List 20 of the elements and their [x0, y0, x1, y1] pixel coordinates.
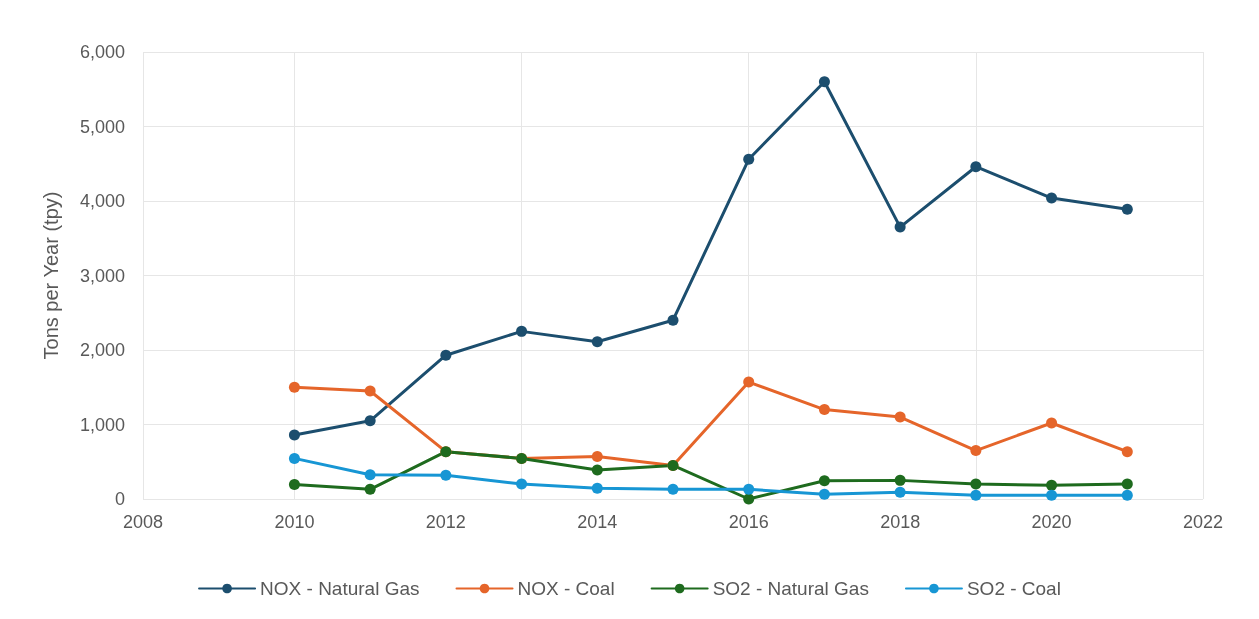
y-tick-label: 6,000: [79, 42, 125, 62]
x-tick-label: 2010: [274, 512, 315, 532]
y-axis-title: Tons per Year (tpy): [40, 191, 62, 360]
x-tick-label: 2020: [1031, 512, 1072, 532]
y-tick-label: 4,000: [79, 191, 125, 211]
y-tick-label: 3,000: [79, 265, 125, 286]
x-tick-label: 2018: [880, 512, 921, 532]
legend-label: NOX - Natural Gas: [260, 578, 420, 599]
x-tick-label: 2016: [728, 512, 769, 532]
y-tick-label: 0: [114, 489, 125, 509]
x-tick-label: 2012: [425, 512, 466, 532]
x-tick-label: 2014: [577, 512, 618, 532]
legend-label: SO2 - Natural Gas: [712, 578, 869, 599]
y-tick-label: 5,000: [79, 116, 125, 137]
y-tick-label: 1,000: [79, 414, 125, 435]
x-tick-label: 2022: [1182, 512, 1224, 532]
legend-label: SO2 - Coal: [966, 578, 1061, 599]
x-tick-label: 2008: [122, 512, 164, 532]
y-tick-label: 2,000: [79, 340, 125, 360]
legend-label: NOX - Coal: [517, 578, 615, 599]
